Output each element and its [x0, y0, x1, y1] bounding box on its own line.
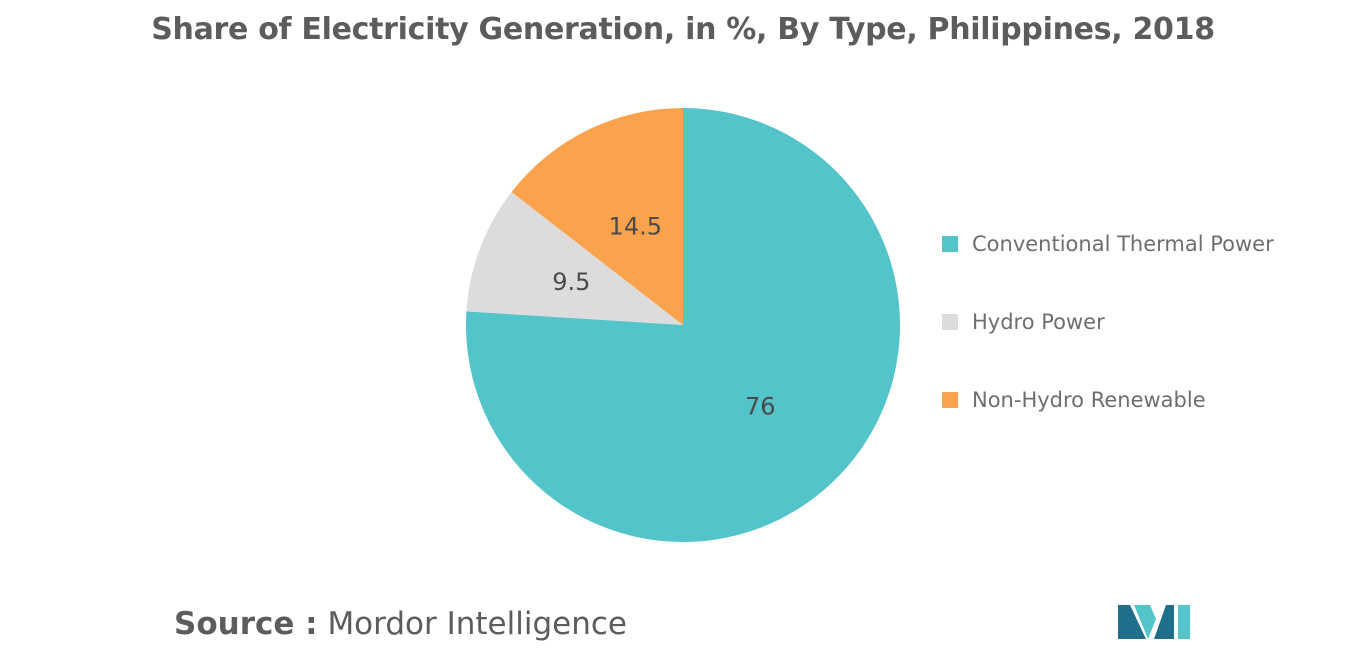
legend-label-non-hydro-renewable: Non-Hydro Renewable: [972, 388, 1206, 412]
pie-slice-hydro-power: [466, 191, 683, 325]
legend-swatch-non-hydro-renewable: [942, 392, 958, 408]
source-prefix: Source :: [174, 606, 318, 642]
legend-swatch-hydro-power: [942, 314, 958, 330]
legend-label-hydro-power: Hydro Power: [972, 310, 1105, 334]
legend-item-conventional-thermal-power: Conventional Thermal Power: [942, 232, 1274, 256]
legend-item-non-hydro-renewable: Non-Hydro Renewable: [942, 388, 1206, 412]
pie-slice-conventional-thermal-power: [465, 108, 901, 543]
data-label-hydro-power: 9.5: [552, 268, 590, 296]
pie-slice-non-hydro-renewable: [511, 107, 683, 325]
data-label-conventional-thermal-power: 76: [745, 392, 776, 420]
chart-title: Share of Electricity Generation, in %, B…: [151, 12, 1215, 47]
mordor-logo-icon: [1118, 605, 1190, 639]
pie-data-labels: 76 9.5 14.5: [552, 213, 775, 421]
legend-item-hydro-power: Hydro Power: [942, 310, 1105, 334]
source-name: Mordor Intelligence: [327, 606, 627, 642]
legend-swatch-conventional-thermal-power: [942, 236, 958, 252]
legend-label-conventional-thermal-power: Conventional Thermal Power: [972, 232, 1274, 256]
data-label-non-hydro-renewable: 14.5: [609, 213, 662, 241]
source-line: Source : Mordor Intelligence: [174, 606, 627, 642]
pie-slices: [465, 107, 901, 543]
